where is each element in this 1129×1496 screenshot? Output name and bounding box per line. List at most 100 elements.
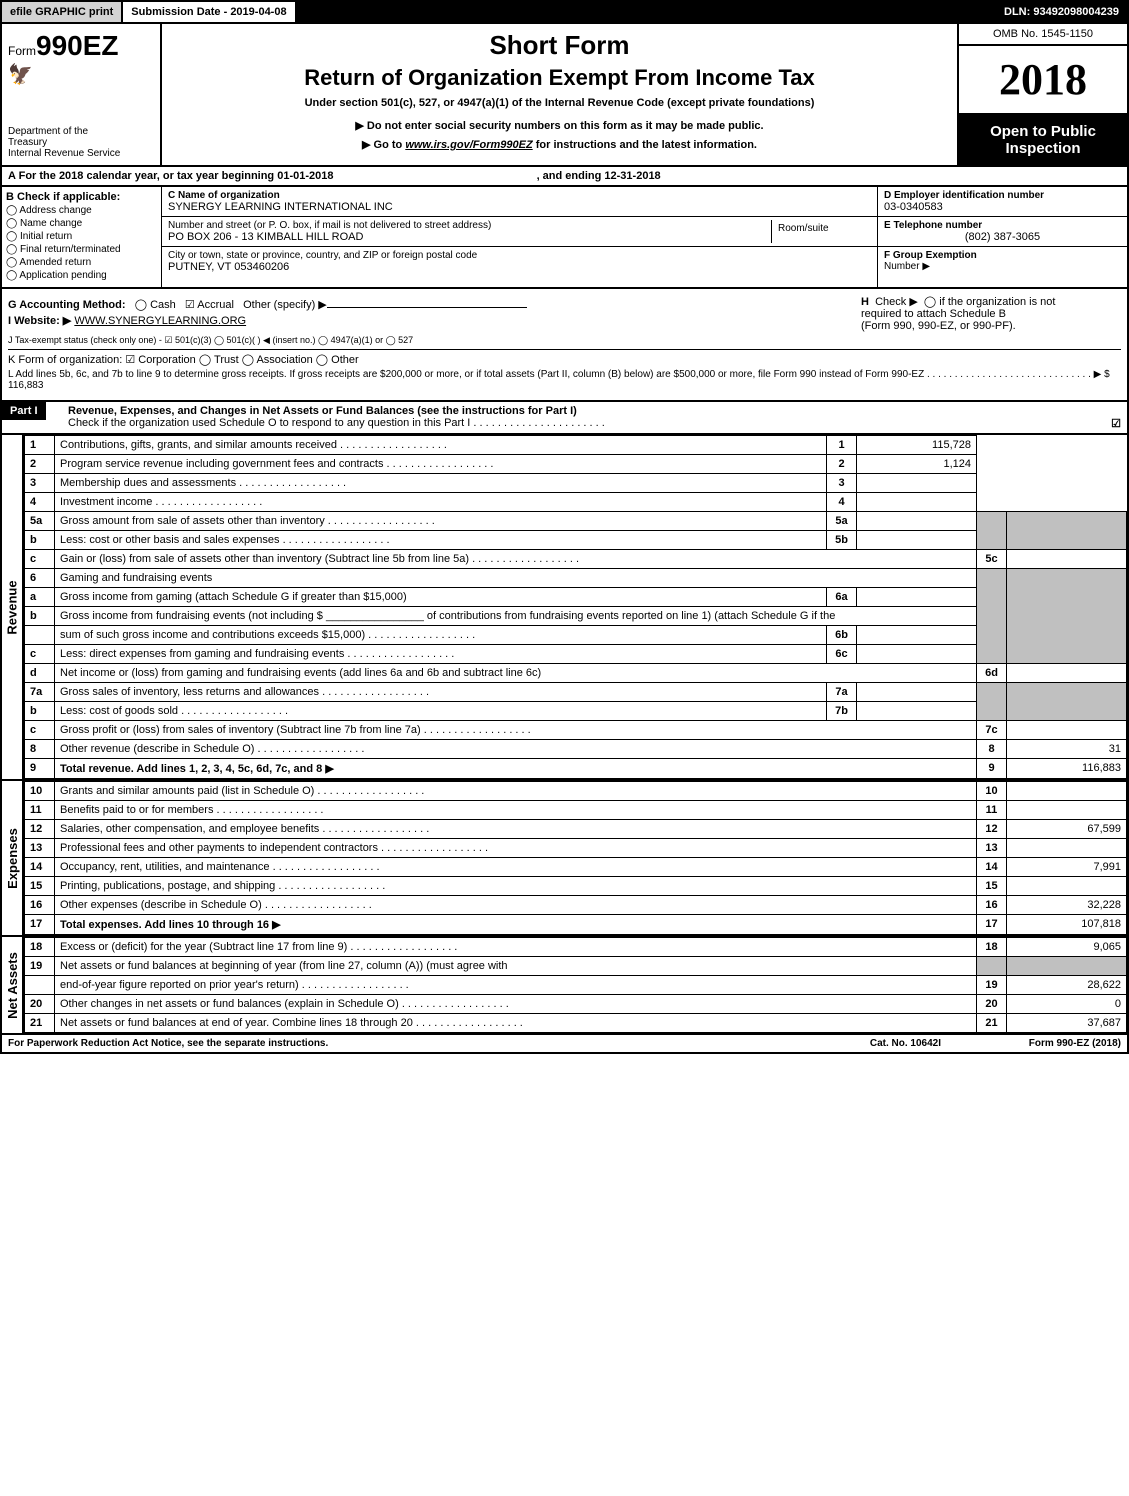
open-public-line-2: Inspection [963, 140, 1123, 157]
form-id-footer: Form 990-EZ (2018) [941, 1038, 1121, 1049]
section-h-text3: required to attach Schedule B [861, 308, 1006, 320]
part-1-title: Revenue, Expenses, and Changes in Net As… [68, 405, 577, 417]
section-h: H Check ▶ ◯ if the organization is not r… [861, 295, 1121, 332]
org-name-value: SYNERGY LEARNING INTERNATIONAL INC [168, 201, 871, 213]
section-e: E Telephone number (802) 387-3065 [878, 217, 1127, 247]
checkbox-final-return[interactable]: ◯ Final return/terminated [6, 244, 157, 255]
org-name-cell: C Name of organization SYNERGY LEARNING … [162, 187, 877, 217]
section-c: C Name of organization SYNERGY LEARNING … [162, 187, 877, 287]
section-l: L Add lines 5b, 6c, and 7b to line 9 to … [8, 369, 1121, 391]
submission-date: Submission Date - 2019-04-08 [123, 2, 296, 22]
dept-line-1: Department of the [8, 126, 154, 137]
irs-link[interactable]: www.irs.gov/Form990EZ [405, 139, 532, 151]
line-19a: 19Net assets or fund balances at beginni… [25, 957, 1127, 976]
paperwork-notice: For Paperwork Reduction Act Notice, see … [8, 1038, 870, 1049]
open-to-public-badge: Open to Public Inspection [959, 115, 1127, 165]
begin-date: 01-01-2018 [277, 170, 333, 182]
catalog-number: Cat. No. 10642I [870, 1038, 941, 1049]
line-21: 21Net assets or fund balances at end of … [25, 1014, 1127, 1033]
line-6a: aGross income from gaming (attach Schedu… [25, 588, 1127, 607]
accounting-other[interactable]: Other (specify) ▶ [243, 299, 327, 311]
section-h-label: H [861, 296, 869, 308]
line-6d: dNet income or (loss) from gaming and fu… [25, 664, 1127, 683]
checkbox-amended-return[interactable]: ◯ Amended return [6, 257, 157, 268]
top-bar-spacer [297, 2, 996, 22]
section-a-tax-year: A For the 2018 calendar year, or tax yea… [0, 167, 1129, 187]
short-form-title: Short Form [168, 30, 951, 61]
group-exemption-label: F Group Exemption [884, 250, 1121, 261]
part-1-header: Part I Revenue, Expenses, and Changes in… [0, 402, 1129, 435]
room-label: Room/suite [778, 223, 865, 234]
accounting-cash[interactable]: Cash [150, 299, 176, 311]
end-date: 12-31-2018 [604, 170, 660, 182]
omb-number: OMB No. 1545-1150 [959, 24, 1127, 46]
header-center: Short Form Return of Organization Exempt… [162, 24, 957, 165]
efile-print-button[interactable]: efile GRAPHIC print [2, 2, 123, 22]
header-left: Form990EZ 🦅 Department of the Treasury I… [2, 24, 162, 165]
ein-label: D Employer identification number [884, 190, 1121, 201]
ein-value: 03-0340583 [884, 201, 1121, 213]
section-i: I Website: ▶ WWW.SYNERGYLEARNING.ORG [8, 314, 861, 327]
line-13: 13Professional fees and other payments t… [25, 839, 1127, 858]
checkbox-address-change[interactable]: ◯ Address change [6, 205, 157, 216]
group-exemption-number: Number ▶ [884, 261, 1121, 272]
line-5a: 5aGross amount from sale of assets other… [25, 512, 1127, 531]
checkbox-application-pending[interactable]: ◯ Application pending [6, 270, 157, 281]
open-public-line-1: Open to Public [963, 123, 1123, 140]
website-value[interactable]: WWW.SYNERGYLEARNING.ORG [74, 315, 246, 327]
line-17: 17Total expenses. Add lines 10 through 1… [25, 915, 1127, 935]
section-h-text2: if the organization is not [939, 296, 1055, 308]
website-label: I Website: ▶ [8, 315, 71, 327]
accounting-accrual[interactable]: Accrual [197, 299, 234, 311]
line-4: 4Investment income4 [25, 493, 1127, 512]
phone-value: (802) 387-3065 [884, 231, 1121, 243]
line-12: 12Salaries, other compensation, and empl… [25, 820, 1127, 839]
notice-ssn: ▶ Do not enter social security numbers o… [168, 119, 951, 132]
accounting-other-input[interactable] [327, 307, 527, 308]
section-ghijkl: G Accounting Method: ◯ Cash ☑ Accrual Ot… [0, 289, 1129, 402]
expenses-table: 10Grants and similar amounts paid (list … [24, 781, 1127, 935]
line-18: 18Excess or (deficit) for the year (Subt… [25, 938, 1127, 957]
line-20: 20Other changes in net assets or fund ba… [25, 995, 1127, 1014]
section-b-label: B [6, 191, 14, 203]
dept-line-3: Internal Revenue Service [8, 148, 154, 159]
line-6c: cLess: direct expenses from gaming and f… [25, 645, 1127, 664]
accounting-label: G Accounting Method: [8, 299, 126, 311]
page-footer: For Paperwork Reduction Act Notice, see … [0, 1035, 1129, 1054]
section-k: K Form of organization: ☑ Corporation ◯ … [8, 353, 1121, 366]
line-9: 9Total revenue. Add lines 1, 2, 3, 4, 5c… [25, 759, 1127, 779]
city-value: PUTNEY, VT 053460206 [168, 261, 871, 273]
part-1-subtitle: Check if the organization used Schedule … [68, 417, 605, 429]
net-assets-side-label: Net Assets [2, 937, 24, 1033]
line-7c: cGross profit or (loss) from sales of in… [25, 721, 1127, 740]
city-cell: City or town, state or province, country… [162, 247, 877, 276]
line-8: 8Other revenue (describe in Schedule O)8… [25, 740, 1127, 759]
section-b-header: B Check if applicable: [6, 191, 157, 203]
line-14: 14Occupancy, rent, utilities, and mainte… [25, 858, 1127, 877]
checkbox-initial-return[interactable]: ◯ Initial return [6, 231, 157, 242]
street-value: PO BOX 206 - 13 KIMBALL HILL ROAD [168, 231, 765, 243]
line-6b-1: bGross income from fundraising events (n… [25, 607, 1127, 626]
form-header: Form990EZ 🦅 Department of the Treasury I… [0, 24, 1129, 167]
checkbox-name-change[interactable]: ◯ Name change [6, 218, 157, 229]
section-f: F Group Exemption Number ▶ [878, 247, 1127, 275]
line-11: 11Benefits paid to or for members11 [25, 801, 1127, 820]
expenses-side-label: Expenses [2, 781, 24, 935]
section-h-text4: (Form 990, 990-EZ, or 990-PF). [861, 320, 1016, 332]
line-5c: cGain or (loss) from sale of assets othe… [25, 550, 1127, 569]
part-1-checkbox[interactable]: ☑ [1111, 417, 1121, 430]
dept-line-2: Treasury [8, 137, 154, 148]
line-7b: bLess: cost of goods sold7b [25, 702, 1127, 721]
line-16: 16Other expenses (describe in Schedule O… [25, 896, 1127, 915]
section-a-mid: , and ending [537, 170, 605, 182]
section-j: J Tax-exempt status (check only one) - ☑… [8, 335, 1121, 346]
revenue-section: Revenue 1Contributions, gifts, grants, a… [0, 435, 1129, 781]
net-assets-section: Net Assets 18Excess or (deficit) for the… [0, 937, 1129, 1035]
header-right: OMB No. 1545-1150 2018 Open to Public In… [957, 24, 1127, 165]
line-7a: 7aGross sales of inventory, less returns… [25, 683, 1127, 702]
notice-instructions: ▶ Go to www.irs.gov/Form990EZ for instru… [168, 138, 951, 151]
section-b: B Check if applicable: ◯ Address change … [2, 187, 162, 287]
line-2: 2Program service revenue including gover… [25, 455, 1127, 474]
section-def: D Employer identification number 03-0340… [877, 187, 1127, 287]
phone-label: E Telephone number [884, 220, 1121, 231]
